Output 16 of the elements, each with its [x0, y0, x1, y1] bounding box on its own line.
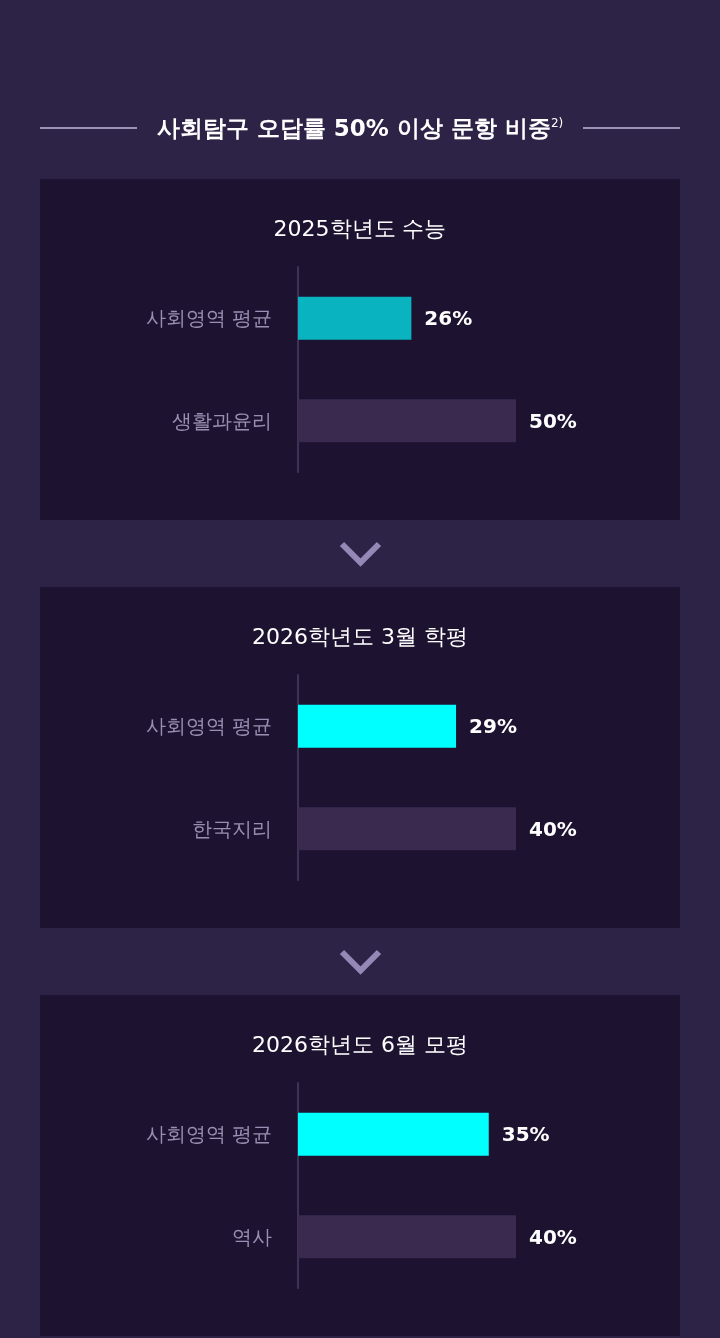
- data-label: 50%: [529, 408, 577, 433]
- data-label: 40%: [529, 1224, 577, 1249]
- data-label: 29%: [469, 714, 517, 739]
- chart-subtitle: 2025학년도 수능: [273, 215, 447, 241]
- chart-title: 2026학년도 3월 학평: [252, 623, 468, 649]
- chart-title: 2026학년도 6월 모평: [252, 1031, 468, 1057]
- chart-title: 사회탐구 오답률 50% 이상 문항 비중$^{2)}$: [155, 114, 565, 143]
- y-tick-label: 사회영역 평균: [145, 306, 272, 331]
- y-tick-label: 역사: [232, 1224, 272, 1249]
- data-label: 35%: [501, 1122, 550, 1147]
- data-label: 26%: [424, 306, 473, 331]
- y-tick-label: 한국지리: [192, 816, 272, 841]
- y-tick-label: 사회영역 평균: [145, 1122, 272, 1147]
- y-tick-label: 생활과윤리: [172, 408, 272, 433]
- y-tick-label: 사회영역 평균: [145, 714, 272, 739]
- data-label: 40%: [529, 816, 577, 841]
